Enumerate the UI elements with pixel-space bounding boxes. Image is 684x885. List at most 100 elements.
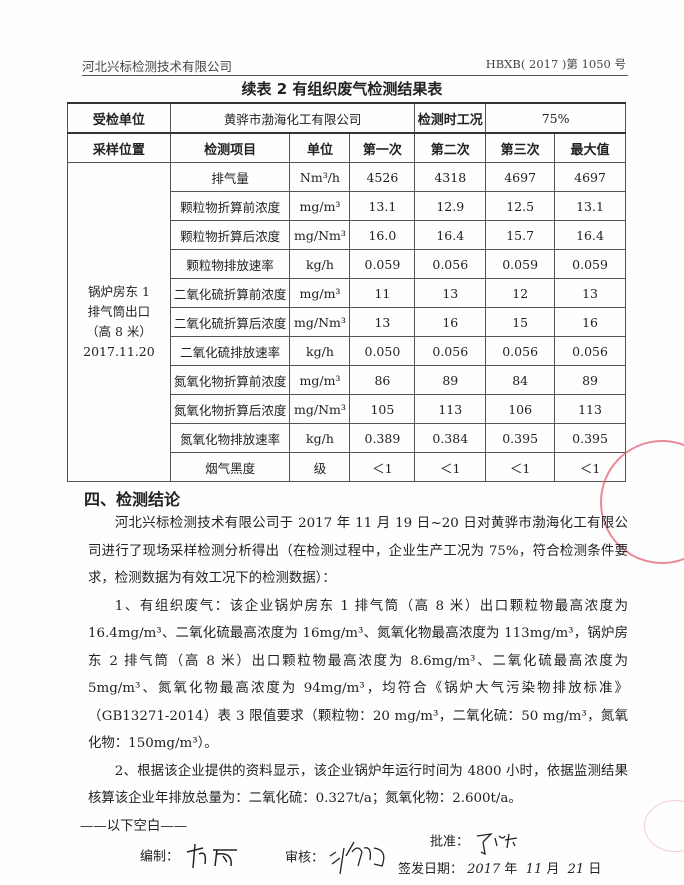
reviewed-signature (329, 841, 385, 875)
condition-label: 检测时工况 (414, 102, 487, 134)
value-cell: 13.1 (554, 191, 626, 221)
date-day: 21 (567, 862, 585, 877)
value-cell: 13 (554, 278, 626, 308)
value-cell: 12.9 (414, 191, 487, 221)
unit-cell: mg/Nm³ (289, 307, 351, 337)
location-line: 2017.11.20 (83, 344, 155, 359)
conclusion-paragraph-3: 2、根据该企业提供的资料显示，该企业锅炉年运行时间为 4800 小时，依据监测结… (88, 763, 628, 807)
column-header: 第三次 (485, 132, 556, 163)
value-cell: 16 (554, 307, 626, 337)
value-cell: 15 (485, 307, 556, 337)
item-cell: 烟气黑度 (169, 452, 291, 482)
value-cell: 4697 (554, 162, 626, 192)
approved-label: 批准： (430, 834, 470, 850)
value-cell: 105 (349, 394, 416, 424)
value-cell: 0.395 (485, 423, 556, 453)
faint-stamp (644, 800, 684, 852)
table-row: 颗粒物折算前浓度 mg/m³ 13.1 12.9 12.5 13.1 (68, 191, 626, 221)
value-cell: 0.059 (349, 249, 416, 279)
value-cell: 106 (485, 394, 556, 424)
item-cell: 二氧化硫折算后浓度 (169, 307, 291, 337)
value-cell: 16 (414, 307, 487, 337)
value-cell: ＜1 (414, 452, 487, 482)
sampling-location: 锅炉房东 1 排气筒出口 （高 8 米） 2017.11.20 (67, 162, 171, 482)
unit-cell: kg/h (289, 423, 351, 453)
item-cell: 颗粒物折算后浓度 (169, 220, 291, 250)
item-cell: 颗粒物折算前浓度 (169, 191, 291, 221)
table-row: 烟气黑度级＜1 ＜1 ＜1 ＜1 (68, 452, 626, 482)
year-unit: 年 (504, 862, 518, 877)
conclusion-paragraph-1: 河北兴标检测技术有限公司于 2017 年 11 月 19 日~20 日对黄骅市渤… (88, 516, 628, 586)
unit-cell: mg/m³ (289, 191, 351, 221)
value-cell: 12 (485, 278, 556, 308)
value-cell: 0.056 (414, 249, 487, 279)
value-cell: 11 (349, 278, 416, 308)
value-cell: 12.5 (485, 191, 556, 221)
unit-cell: mg/m³ (289, 278, 351, 308)
item-cell: 二氧化硫排放速率 (169, 336, 291, 366)
column-header: 检测项目 (169, 132, 291, 163)
table-title: 续表 2 有组织废气检测结果表 (241, 80, 443, 98)
report-number: HBXB( 2017 )第 1050 号 (485, 57, 626, 71)
results-table: 受检单位 黄骅市渤海化工有限公司 检测时工况 75% 采样位置 检测项目 单位 第一次… (67, 102, 626, 482)
header-row: 采样位置 检测项目 单位 第一次 第二次 第三次 最大值 (67, 132, 626, 163)
date-month: 11 (525, 862, 543, 877)
prepared-by: 编制： (140, 842, 243, 872)
value-cell: 89 (554, 365, 626, 395)
column-header: 单位 (289, 132, 351, 163)
prepared-signature (186, 843, 238, 869)
table-row: 颗粒物排放速率 kg/h 0.059 0.056 0.059 0.059 (68, 249, 626, 279)
value-cell: 0.389 (349, 423, 416, 453)
conclusion-heading: 四、检测结论 (84, 490, 181, 509)
date-year: 2017 (467, 862, 501, 877)
table-row: 二氧化硫排放速率 kg/h 0.050 0.056 0.056 0.056 (68, 336, 626, 366)
value-cell: 0.056 (554, 336, 626, 366)
unit-value: 黄骅市渤海化工有限公司 (169, 102, 416, 134)
unit-row: 受检单位 黄骅市渤海化工有限公司 检测时工况 75% (67, 102, 626, 134)
value-cell: 13 (414, 278, 487, 308)
value-cell: ＜1 (349, 452, 416, 482)
item-cell: 排气量 (169, 162, 291, 192)
company-header: 河北兴标检测技术有限公司 (82, 56, 628, 76)
item-cell: 氮氧化物折算前浓度 (169, 365, 291, 395)
prepared-label: 编制： (140, 849, 180, 865)
date-label: 签发日期： (398, 862, 464, 877)
item-cell: 氮氧化物折算后浓度 (169, 394, 291, 424)
location-line: 锅炉房东 1 (87, 284, 150, 299)
unit-cell: kg/h (289, 249, 351, 279)
table-row: 氮氧化物折算前浓度 mg/m³ 86 89 84 89 (68, 365, 626, 395)
condition-value: 75% (485, 102, 626, 134)
value-cell: 16.4 (414, 220, 487, 250)
item-cell: 颗粒物排放速率 (169, 249, 291, 279)
column-header: 第二次 (414, 132, 487, 163)
value-cell: 16.4 (554, 220, 626, 250)
location-line: （高 8 米） (85, 324, 152, 339)
unit-cell: mg/Nm³ (289, 394, 351, 424)
column-header: 第一次 (349, 132, 416, 163)
item-cell: 氮氧化物排放速率 (169, 423, 291, 453)
value-cell: 13 (349, 307, 416, 337)
issue-date: 签发日期： 2017 年 11 月 21 日 (398, 858, 601, 877)
reviewed-by: 审核： (285, 838, 398, 878)
value-cell: 13.1 (349, 191, 416, 221)
approved-signature (477, 833, 518, 856)
column-header: 最大值 (554, 132, 626, 163)
item-cell: 二氧化硫折算前浓度 (169, 278, 291, 308)
value-cell: 113 (414, 394, 487, 424)
value-cell: 84 (485, 365, 556, 395)
value-cell: ＜1 (485, 452, 556, 482)
unit-cell: kg/h (289, 336, 351, 366)
value-cell: 0.059 (485, 249, 556, 279)
value-cell: 15.7 (485, 220, 556, 250)
unit-cell: mg/m³ (289, 365, 351, 395)
reviewed-label: 审核： (285, 850, 325, 866)
value-cell: 4697 (485, 162, 556, 192)
value-cell: 0.395 (554, 423, 626, 453)
unit-cell: 级 (289, 452, 351, 482)
unit-cell: mg/Nm³ (289, 220, 351, 250)
unit-label: 受检单位 (67, 102, 171, 134)
value-cell: 0.056 (414, 336, 487, 366)
value-cell: 89 (414, 365, 487, 395)
unit-cell: Nm³/h (289, 162, 351, 192)
month-unit: 月 (546, 862, 560, 877)
